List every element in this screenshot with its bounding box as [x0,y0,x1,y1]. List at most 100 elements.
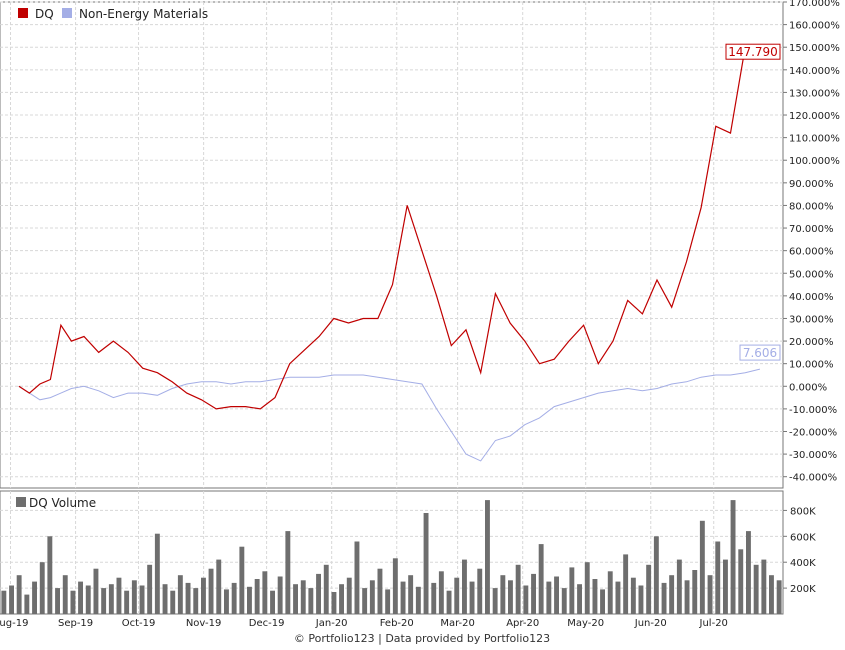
volume-bar [9,585,14,614]
volume-bar [108,584,114,614]
volume-bar [231,582,237,614]
volume-bar [377,568,383,614]
legend-swatch-benchmark [62,8,72,18]
volume-bar [569,567,575,614]
price-y-tick-label: 20.000% [789,337,834,348]
volume-bar [62,575,68,614]
volume-panel: 800K 600K 400K 200K DQ Volume [0,490,816,615]
volume-bar [753,564,759,614]
volume-bar [239,546,245,614]
footer-credit: © Portfolio123 | Data provided by Portfo… [294,632,550,645]
price-y-tick-label: 0.000% [789,382,827,393]
volume-bar [469,581,475,614]
volume-bar [776,580,782,614]
x-tick-label: Jul-20 [699,618,728,629]
volume-bar [85,585,91,614]
primary-last-value: 147.790 [728,45,778,59]
volume-bar [492,588,498,614]
volume-bar [607,571,613,614]
volume-bar [500,575,506,614]
volume-bar [24,594,30,614]
benchmark-last-value-box [739,344,781,361]
volume-bar [116,577,122,614]
volume-bar [285,531,291,614]
volume-bar [638,585,644,614]
volume-bar [577,584,582,614]
volume-bar [531,573,536,614]
legend-label-dq: DQ [35,7,54,21]
benchmark-last-value: 7.606 [743,346,777,360]
volume-bar [485,500,490,614]
x-tick-label: May-20 [567,618,604,629]
price-y-tick-label: 80.000% [789,201,834,212]
x-tick-label: Jan-20 [315,618,348,629]
volume-bar [462,559,467,614]
x-tick-label: Feb-20 [380,618,414,629]
volume-bar [32,581,37,614]
volume-bar [316,573,321,614]
price-y-tick-label: 160.000% [789,21,840,32]
volume-bar [715,541,721,614]
volume-plot-frame [0,490,784,615]
price-y-tick-label: -10.000% [789,405,837,416]
x-tick-label: Jun-20 [634,618,667,629]
volume-legend: DQ Volume [16,496,96,510]
price-y-tick-label: 120.000% [789,111,840,122]
volume-bar [508,580,513,614]
legend-label-volume: DQ Volume [29,496,96,510]
volume-bars [1,500,782,614]
volume-bar [216,559,222,614]
volume-bar [730,500,736,614]
price-y-tick-label: 110.000% [789,134,840,145]
volume-bar [477,568,483,614]
price-y-tick-label: 150.000% [789,43,840,54]
volume-bar [523,585,529,614]
price-y-tick-label: 30.000% [789,314,834,325]
x-tick-label: Sep-19 [58,618,93,629]
volume-bar [124,590,130,614]
volume-bar [584,562,590,614]
x-tick-label: Apr-20 [506,618,539,629]
volume-bar [723,559,728,614]
primary-series-line [18,46,761,410]
volume-bar [247,586,252,614]
price-y-tick-label: -20.000% [789,427,837,438]
price-y-tick-label: 170.000% [789,0,840,9]
volume-bar [692,570,698,614]
legend-label-benchmark: Non-Energy Materials [79,7,208,21]
volume-bar [1,590,7,614]
volume-bar [254,579,260,614]
volume-bar [761,559,767,614]
volume-bar [354,541,360,614]
volume-bar [454,577,460,614]
volume-bar [139,585,145,614]
volume-bar [600,589,605,614]
price-y-tick-label: 140.000% [789,66,840,77]
volume-bar [154,533,160,614]
volume-bar [623,554,629,614]
legend-swatch-dq [18,8,28,18]
volume-bar [707,575,713,614]
volume-bar [684,580,690,614]
volume-bar [362,588,368,614]
volume-bar [653,536,659,614]
volume-bar [308,588,314,614]
volume-y-axis: 800K 600K 400K 200K [783,506,816,595]
volume-bar [270,590,275,614]
volume-bar [746,531,751,614]
volume-bar [615,581,621,614]
volume-bar [339,584,344,614]
volume-bar [101,588,107,614]
price-y-axis: 170.000% 160.000% 150.000% 140.000% 130.000%… [783,0,840,484]
volume-bar [39,562,45,614]
volume-bar [769,575,774,614]
volume-bar [201,577,206,614]
volume-y-tick-label: 800K [790,506,816,517]
volume-bar [70,590,76,614]
volume-bar [515,564,521,614]
last-value-tags: 147.790 7.606 [725,43,781,361]
volume-bar [408,575,414,614]
volume-bar [16,575,22,614]
volume-bar [47,536,53,614]
